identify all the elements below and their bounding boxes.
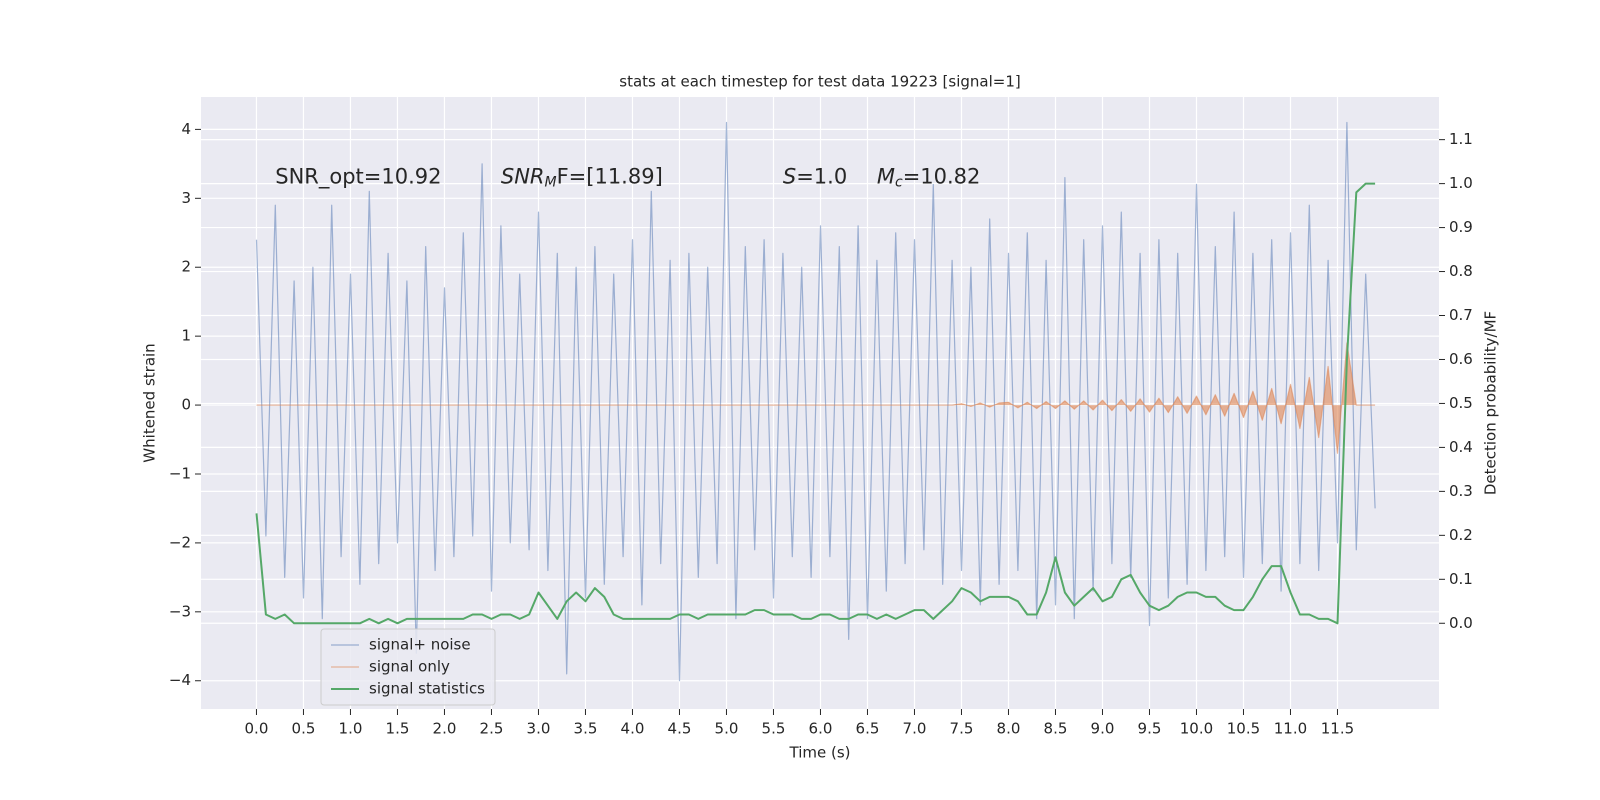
y2-tick-label: 0.1 (1449, 570, 1473, 588)
x-tick-label: 3.5 (574, 720, 598, 738)
y2-tick-label: 0.3 (1449, 482, 1473, 500)
annotation-symbol: S (783, 165, 796, 189)
annotation: SNR_opt=10.92 (275, 165, 441, 190)
y2-tick-label: 0.6 (1449, 350, 1473, 368)
legend-label: signal+ noise (369, 636, 471, 654)
y-tick-label: 1 (181, 327, 191, 345)
annotation: S=1.0 (783, 165, 847, 189)
x-tick-label: 8.0 (997, 720, 1021, 738)
y2-axis-label: Detection probability/MF (1482, 311, 1500, 495)
annotation-rest: =10.82 (903, 165, 981, 189)
y-tick-label: −3 (169, 602, 191, 620)
legend-label: signal statistics (369, 680, 485, 698)
y2-tick-label: 0.5 (1449, 394, 1473, 412)
annotation-text: SNR_opt=10.92 (275, 165, 441, 190)
y-tick-label: 2 (181, 258, 191, 276)
y-tick-label: −2 (169, 533, 191, 551)
y-tick-label: 4 (181, 120, 191, 138)
annotation: SNRMF=[11.89] (501, 165, 663, 191)
x-tick-label: 7.0 (903, 720, 927, 738)
x-tick-label: 8.5 (1044, 720, 1068, 738)
x-tick-label: 5.5 (762, 720, 786, 738)
annotation-rest: F=[11.89] (557, 165, 663, 189)
x-tick-label: 3.0 (527, 720, 551, 738)
series-line (255, 182, 1376, 625)
x-tick-label: 7.5 (950, 720, 974, 738)
x-tick-label: 1.5 (386, 720, 410, 738)
series-line (255, 121, 1376, 682)
y2-tick-label: 0.4 (1449, 438, 1473, 456)
annotation-subscript: M (545, 175, 557, 191)
y2-tick-label: 0.9 (1449, 218, 1473, 236)
y-tick-label: 3 (181, 189, 191, 207)
x-tick-label: 4.5 (668, 720, 692, 738)
y-tick-label: −1 (169, 464, 191, 482)
x-tick-label: 6.0 (809, 720, 833, 738)
x-tick-label: 10.5 (1227, 720, 1260, 738)
legend-box (320, 628, 496, 706)
x-tick-label: 11.5 (1321, 720, 1354, 738)
x-tick-label: 4.0 (621, 720, 645, 738)
y2-tick-label: 0.8 (1449, 262, 1473, 280)
y-axis-label: Whitened strain (141, 343, 159, 462)
x-tick-label: 5.0 (715, 720, 739, 738)
x-tick-label: 2.5 (480, 720, 504, 738)
legend-label: signal only (369, 658, 450, 676)
y-tick-label: −4 (169, 671, 191, 689)
x-tick-label: 0.0 (245, 720, 269, 738)
x-tick-label: 10.0 (1180, 720, 1213, 738)
x-axis-label: Time (s) (789, 744, 851, 762)
annotation-rest: =1.0 (796, 165, 847, 189)
y2-tick-label: 1.0 (1449, 174, 1473, 192)
y2-tick-label: 1.1 (1449, 130, 1473, 148)
x-tick-label: 6.5 (856, 720, 880, 738)
x-tick-label: 1.0 (339, 720, 363, 738)
x-tick-label: 0.5 (292, 720, 316, 738)
x-tick-label: 11.0 (1274, 720, 1307, 738)
annotation-symbol: M (877, 165, 895, 189)
x-tick-label: 9.0 (1091, 720, 1115, 738)
y2-tick-label: 0.0 (1449, 614, 1473, 632)
chart-title: stats at each timestep for test data 192… (619, 73, 1020, 91)
y2-tick-label: 0.2 (1449, 526, 1473, 544)
y2-tick-label: 0.7 (1449, 306, 1473, 324)
y-tick-label: 0 (181, 396, 191, 414)
annotation-subscript: c (895, 175, 903, 191)
x-tick-label: 2.0 (433, 720, 457, 738)
series-line (256, 342, 1376, 454)
annotation: Mc=10.82 (877, 165, 981, 191)
annotation-symbol: SNR (501, 165, 545, 189)
x-tick-label: 9.5 (1138, 720, 1162, 738)
